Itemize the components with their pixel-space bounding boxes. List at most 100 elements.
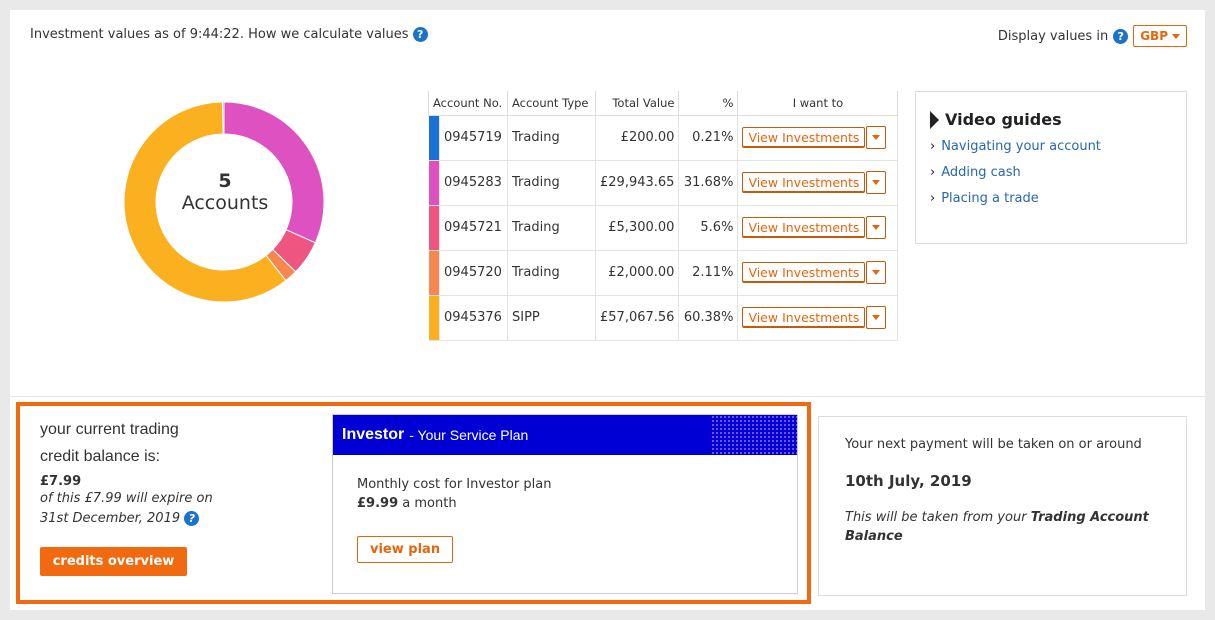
view-investments-button[interactable]: View Investments — [742, 172, 866, 193]
divider — [10, 396, 1205, 397]
values-info: Investment values as of 9:44:22. How we … — [30, 27, 428, 42]
currency-dropdown[interactable]: GBP — [1133, 25, 1187, 47]
view-investments-button[interactable]: View Investments — [742, 307, 866, 328]
chevron-right-icon: › — [930, 191, 936, 206]
account-type: Trading — [507, 204, 596, 251]
account-type: Trading — [507, 159, 596, 206]
col-account-no: Account No. — [428, 91, 508, 116]
plan-subtitle: - Your Service Plan — [409, 427, 529, 443]
chevron-down-icon — [872, 270, 881, 275]
video-guides-box: Video guides › Navigating your account › A… — [915, 91, 1187, 244]
account-percent: 2.11% — [678, 249, 739, 296]
account-color-marker — [428, 249, 440, 296]
decorative-pattern — [711, 415, 797, 455]
account-total-value: £29,943.65 — [595, 159, 680, 206]
view-plan-button[interactable]: view plan — [357, 536, 454, 563]
col-account-type: Account Type — [507, 91, 596, 116]
guide-link-adding-cash[interactable]: › Adding cash — [930, 165, 1172, 180]
donut-segment-0945376 — [123, 101, 287, 303]
plan-body: Monthly cost for Investor plan £9.99 a m… — [333, 455, 797, 533]
account-total-value: £2,000.00 — [595, 249, 680, 296]
payment-note-prefix: This will be taken from your — [845, 510, 1027, 525]
account-number: 0945721 — [439, 204, 508, 251]
plan-cost-period: a month — [402, 496, 457, 511]
credit-amount: £7.99 — [40, 474, 82, 489]
actions-dropdown-button[interactable] — [866, 171, 887, 194]
plan-cost-label: Monthly cost for Investor plan — [357, 477, 552, 492]
chevron-right-icon: › — [930, 139, 936, 154]
actions-dropdown-button[interactable] — [866, 261, 887, 284]
help-icon[interactable]: ? — [1113, 28, 1129, 44]
account-percent: 5.6% — [678, 204, 739, 251]
help-icon[interactable]: ? — [412, 27, 428, 42]
actions-dropdown-button[interactable] — [866, 306, 887, 329]
values-text: Investment values as of 9:44:22. How we … — [30, 27, 409, 42]
accounts-donut-chart — [123, 101, 325, 303]
table-header-row: Account No. Account Type Total Value % I… — [428, 91, 899, 116]
video-guides-title: Video guides — [945, 110, 1062, 129]
plan-cost-line: £9.99 a month — [357, 494, 773, 513]
account-total-value: £200.00 — [595, 114, 680, 161]
payment-date: 10th July, 2019 — [845, 472, 972, 490]
donut-segment-0945719 — [222, 101, 225, 135]
actions-dropdown-button[interactable] — [866, 216, 887, 239]
table-row: 0945721 Trading £5,300.00 5.6% View Investme… — [428, 204, 899, 251]
account-total-value: £57,067.56 — [595, 294, 680, 341]
guide-link-label: Adding cash — [941, 165, 1021, 180]
plan-cost-amount: £9.99 — [357, 496, 399, 511]
account-number: 0945720 — [439, 249, 508, 296]
account-number: 0945719 — [439, 114, 508, 161]
payment-intro: Your next payment will be taken on or ar… — [845, 437, 1142, 452]
col-i-want-to: I want to — [737, 91, 899, 116]
account-actions: View Investments — [737, 249, 899, 296]
video-guides-heading: Video guides — [930, 110, 1172, 129]
currency-value: GBP — [1140, 29, 1168, 43]
accounts-table: Account No. Account Type Total Value % I… — [428, 91, 899, 341]
account-color-marker — [428, 114, 440, 161]
account-color-marker — [428, 294, 440, 341]
actions-dropdown-button[interactable] — [866, 126, 887, 149]
view-investments-button[interactable]: View Investments — [742, 127, 866, 148]
accounts-count: 5 — [218, 170, 232, 192]
chevron-right-icon: › — [930, 165, 936, 180]
guide-link-placing-trade[interactable]: › Placing a trade — [930, 191, 1172, 206]
payment-note-account: Trading Account Balance — [845, 510, 1149, 544]
currency-selector-area: Display values in ? GBP — [998, 25, 1187, 47]
table-row: 0945283 Trading £29,943.65 31.68% View Inves… — [428, 159, 899, 206]
service-plan-card: Investor - Your Service Plan Monthly cos… — [332, 414, 798, 594]
account-color-marker — [428, 159, 440, 206]
chevron-down-icon — [872, 315, 881, 320]
credit-expire-date: 31st December, 2019 — [40, 511, 181, 526]
donut-center-label: 5 Accounts — [165, 170, 285, 214]
payment-note: This will be taken from your Trading Acc… — [845, 508, 1160, 546]
display-values-label: Display values in — [997, 28, 1109, 44]
account-type: Trading — [507, 114, 596, 161]
guide-link-navigating[interactable]: › Navigating your account — [930, 139, 1172, 154]
account-percent: 60.38% — [678, 294, 739, 341]
credits-overview-button[interactable]: credits overview — [40, 547, 187, 576]
guide-link-label: Navigating your account — [941, 139, 1101, 154]
table-row: 0945376 SIPP £57,067.56 60.38% View Investme… — [428, 294, 899, 341]
highlighted-credit-plan-box: your current trading credit balance is: … — [16, 402, 811, 604]
account-type: SIPP — [507, 294, 596, 341]
table-row: 0945719 Trading £200.00 0.21% View Investmen… — [428, 114, 899, 161]
accounts-panel: Investment values as of 9:44:22. How we … — [10, 10, 1205, 610]
view-investments-button[interactable]: View Investments — [742, 262, 866, 283]
account-type: Trading — [507, 249, 596, 296]
credit-balance-section: your current trading credit balance is: … — [40, 416, 213, 529]
view-investments-button[interactable]: View Investments — [742, 217, 866, 238]
chevron-down-icon — [1172, 33, 1180, 39]
next-payment-box: Your next payment will be taken on or ar… — [818, 416, 1187, 596]
table-row: 0945720 Trading £2,000.00 2.11% View Investm… — [428, 249, 899, 296]
chevron-down-icon — [872, 135, 881, 140]
plan-header: Investor - Your Service Plan — [333, 415, 797, 455]
credit-heading-line1: your current trading — [40, 421, 179, 438]
account-actions: View Investments — [737, 114, 899, 161]
col-percent: % — [678, 91, 739, 116]
credit-expire-line1: of this £7.99 will expire on — [40, 491, 213, 506]
help-icon[interactable]: ? — [184, 511, 200, 526]
guide-link-label: Placing a trade — [941, 191, 1039, 206]
col-total-value: Total Value — [594, 91, 680, 116]
account-color-marker — [428, 204, 440, 251]
credit-expire-line2-wrap: 31st December, 2019 ? — [40, 509, 213, 529]
